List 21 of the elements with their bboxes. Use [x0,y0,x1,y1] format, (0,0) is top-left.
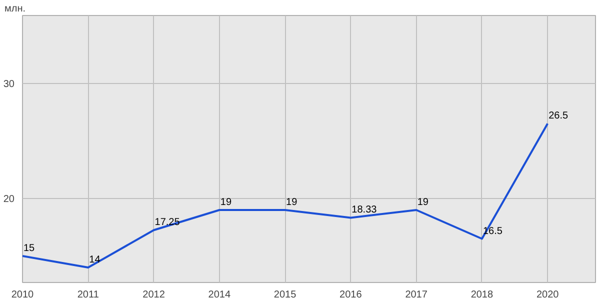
line-series [22,122,549,269]
y-tick-label: 20 [3,194,15,205]
x-tick-label: 2018 [470,290,494,300]
y-tick-label: 30 [3,78,15,90]
x-tick-label: 2012 [142,290,166,300]
y-axis-title: млн. [4,4,26,14]
data-label: 15 [24,243,36,254]
x-tick-label: 2014 [208,290,231,300]
data-label: 14 [89,254,101,266]
x-tick-label: 2015 [274,290,297,300]
x-tick-label: 2016 [340,290,362,300]
x-tick-label: 2020 [536,290,560,300]
x-tick-label: 2011 [77,290,100,300]
data-label: 26.5 [548,110,568,122]
data-label: 19 [417,196,429,208]
data-label: 17.25 [154,217,180,228]
data-label: 19 [286,196,298,208]
data-label: 18.33 [352,204,378,216]
data-label: 19 [220,196,232,208]
x-tick-label: 2010 [11,290,34,300]
x-tick-label: 2017 [405,290,428,300]
